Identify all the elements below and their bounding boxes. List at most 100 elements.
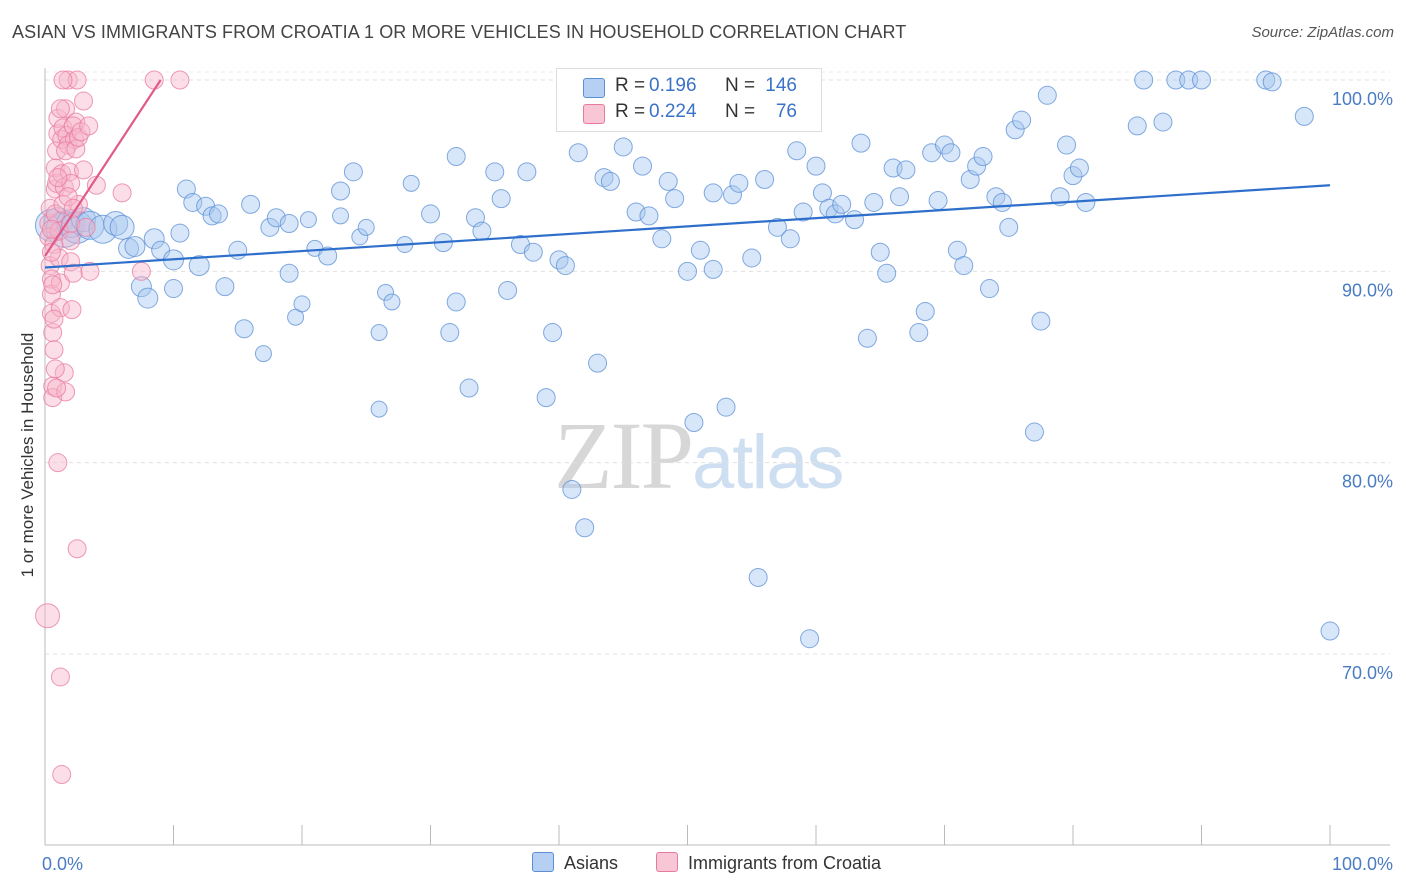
asian-point bbox=[845, 210, 865, 230]
asian-point bbox=[633, 156, 653, 176]
correlation-legend: R = 0.196 N = 146 R = 0.224 N = 76 bbox=[556, 68, 822, 132]
asian-point bbox=[164, 279, 183, 299]
asian-point bbox=[954, 256, 974, 276]
asian-point bbox=[652, 229, 672, 249]
asian-point bbox=[909, 323, 929, 343]
croatia-point bbox=[63, 116, 83, 136]
asian-point bbox=[279, 263, 299, 283]
croatia-point bbox=[50, 99, 70, 119]
asian-point bbox=[1256, 70, 1276, 90]
croatia-point bbox=[58, 187, 78, 207]
asian-point bbox=[613, 137, 633, 157]
asian-point bbox=[877, 263, 897, 283]
croatia-point bbox=[71, 122, 91, 142]
legend-swatch-croatia bbox=[583, 104, 605, 124]
y-tick-label: 90.0% bbox=[1342, 280, 1393, 300]
legend-row-asians: R = 0.196 N = 146 bbox=[557, 75, 821, 101]
asian-point bbox=[299, 211, 317, 229]
asian-point bbox=[383, 293, 401, 311]
asian-point bbox=[825, 204, 845, 224]
asian-point bbox=[517, 162, 537, 182]
asian-point bbox=[543, 323, 563, 343]
legend-r-label: R = bbox=[615, 101, 646, 122]
bottom-legend-croatia: Immigrants from Croatia bbox=[656, 852, 881, 874]
asian-point bbox=[1153, 112, 1173, 132]
asian-point bbox=[864, 192, 884, 212]
croatia-point bbox=[44, 340, 64, 360]
asian-point bbox=[459, 378, 479, 398]
croatia-point bbox=[170, 70, 190, 90]
asian-point bbox=[234, 319, 254, 339]
asian-point bbox=[716, 397, 736, 417]
croatia-point bbox=[41, 219, 61, 239]
asians-trend-line bbox=[44, 184, 1331, 269]
asian-point bbox=[562, 479, 582, 499]
legend-r-label: R = bbox=[615, 75, 646, 96]
asian-point bbox=[787, 141, 807, 161]
bottom-legend-swatch-asians bbox=[532, 852, 554, 872]
croatia-point bbox=[52, 765, 72, 785]
croatia-point bbox=[43, 275, 63, 295]
x-tick-label: 0.0% bbox=[42, 854, 83, 874]
asian-point bbox=[767, 217, 787, 237]
asian-point bbox=[800, 629, 820, 649]
asian-point bbox=[208, 204, 228, 224]
asian-point bbox=[806, 156, 826, 176]
legend-n-value: 146 bbox=[765, 75, 797, 96]
asian-point bbox=[793, 202, 813, 222]
asian-point bbox=[130, 276, 152, 298]
croatia-point bbox=[50, 298, 70, 318]
bottom-legend-label-croatia: Immigrants from Croatia bbox=[688, 853, 882, 873]
croatia-point bbox=[44, 309, 64, 329]
asian-point bbox=[1076, 192, 1096, 212]
asian-point bbox=[1005, 120, 1025, 140]
y-tick-label: 70.0% bbox=[1342, 663, 1393, 683]
chart-title: ASIAN VS IMMIGRANTS FROM CROATIA 1 OR MO… bbox=[12, 22, 907, 42]
asian-point bbox=[857, 328, 877, 348]
asian-point bbox=[575, 518, 595, 538]
asian-point bbox=[1320, 621, 1340, 641]
croatia-point bbox=[43, 388, 63, 408]
croatia-point bbox=[45, 359, 65, 379]
asian-point bbox=[491, 189, 511, 209]
asian-point bbox=[446, 292, 466, 312]
asian-point bbox=[684, 412, 704, 432]
legend-n-value: 76 bbox=[775, 101, 797, 122]
asian-point bbox=[722, 185, 742, 205]
y-tick-label: 80.0% bbox=[1342, 472, 1393, 492]
watermark: ZIPatlas bbox=[554, 400, 845, 511]
asian-point bbox=[658, 171, 678, 191]
croatia-point bbox=[40, 198, 60, 218]
asian-point bbox=[472, 221, 492, 241]
asian-point bbox=[941, 143, 961, 163]
asians-points bbox=[34, 70, 1340, 649]
asian-point bbox=[109, 214, 135, 240]
asian-point bbox=[421, 204, 440, 224]
asian-point bbox=[626, 202, 646, 222]
asian-point bbox=[1069, 158, 1089, 178]
legend-n-label: N = bbox=[725, 75, 756, 96]
trend-lines bbox=[44, 79, 1331, 269]
asian-point bbox=[703, 259, 723, 279]
asian-point bbox=[188, 255, 210, 277]
asian-point bbox=[377, 283, 395, 301]
asian-point bbox=[254, 345, 272, 363]
croatia-point bbox=[47, 378, 67, 398]
croatia-point bbox=[66, 139, 86, 159]
asian-point bbox=[999, 217, 1019, 237]
asian-point bbox=[279, 214, 299, 233]
croatia-point bbox=[63, 263, 83, 283]
legend-r-value: 0.224 bbox=[649, 101, 697, 122]
asian-point bbox=[555, 256, 575, 276]
legend-n-label: N = bbox=[725, 101, 756, 122]
asian-point bbox=[1063, 166, 1083, 186]
asian-point bbox=[88, 214, 118, 244]
legend-r-value: 0.196 bbox=[649, 75, 697, 96]
asian-point bbox=[588, 353, 608, 373]
legend-row-croatia: R = 0.224 N = 76 bbox=[557, 101, 821, 127]
asian-point bbox=[870, 242, 890, 262]
asian-point bbox=[935, 135, 954, 155]
asian-point bbox=[536, 388, 556, 408]
asian-point bbox=[1012, 110, 1032, 130]
